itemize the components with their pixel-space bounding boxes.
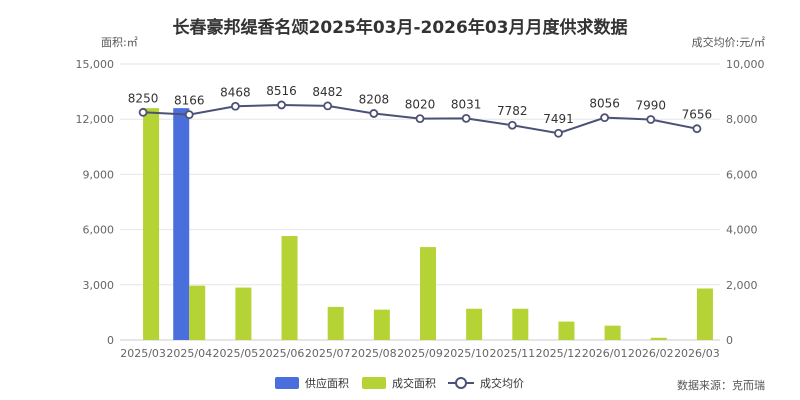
bars [143, 108, 713, 340]
price-point [692, 124, 702, 134]
left-tick-label: 3,000 [83, 279, 115, 292]
x-tick-label: 2026/03 [674, 347, 720, 360]
x-tick-label: 2025/09 [397, 347, 443, 360]
price-point [646, 115, 656, 124]
price-data-label: 7656 [682, 108, 713, 122]
chart-title: 长春豪邦缇香名颂2025年03月-2026年03月月度供求数据 [173, 17, 628, 38]
price-point [415, 114, 425, 124]
price-point [323, 101, 333, 111]
deal-bar [604, 325, 621, 340]
x-tick-label: 2025/05 [213, 347, 259, 360]
deal-bar [143, 108, 160, 340]
legend-swatch-deal [362, 377, 386, 389]
data-source: 数据来源：克而瑞 [677, 378, 765, 392]
price-data-label: 8468 [220, 85, 251, 99]
x-tick-label: 2026/02 [628, 347, 674, 360]
right-axis-ticks: 0 2,000 4,000 6,000 8,000 10,000 [726, 58, 765, 347]
price-point [184, 110, 194, 120]
deal-bar [420, 247, 436, 340]
x-tick-label: 2025/08 [351, 347, 397, 360]
right-tick-label: 8,000 [726, 113, 758, 126]
legend-label-deal: 成交面积 [392, 376, 436, 390]
price-point [507, 120, 517, 130]
price-data-label: 8516 [266, 84, 297, 98]
legend-label-supply: 供应面积 [305, 376, 349, 390]
price-data-label: 8482 [312, 85, 343, 99]
left-tick-label: 15,000 [76, 58, 115, 71]
legend-swatch-supply [275, 377, 299, 389]
x-axis-ticks: 2025/03 2025/04 2025/05 2025/06 2025/07 2025/… [120, 347, 720, 360]
price-data-label: 8250 [128, 91, 159, 105]
legend: 供应面积 成交面积 成交均价 [275, 376, 524, 390]
price-point [461, 113, 471, 123]
price-point [554, 128, 563, 138]
deal-bar [235, 287, 252, 340]
legend-label-price: 成交均价 [480, 376, 524, 390]
x-tick-label: 2025/10 [443, 347, 489, 360]
price-point [277, 100, 286, 110]
left-tick-label: 0 [107, 334, 114, 347]
right-tick-label: 0 [726, 334, 733, 347]
price-data-label: 8166 [174, 94, 205, 108]
deal-bar [696, 288, 713, 340]
deal-bar [327, 306, 344, 340]
left-tick-label: 6,000 [83, 224, 115, 237]
price-line: 8250 8166 8468 8516 8482 8208 8020 8031 7782 7491… [128, 84, 713, 138]
deal-bar [281, 236, 298, 340]
x-tick-label: 2025/12 [536, 347, 582, 360]
price-data-label: 7491 [543, 112, 574, 126]
right-axis-label: 成交均价:元/㎡ [692, 35, 765, 49]
price-data-label: 8020 [405, 98, 436, 112]
right-tick-label: 4,000 [726, 224, 758, 237]
x-tick-label: 2026/01 [582, 347, 628, 360]
left-axis-label: 面积:㎡ [101, 36, 138, 49]
deal-bar [466, 308, 483, 340]
price-point [369, 109, 379, 118]
deal-bar [558, 321, 575, 340]
deal-bar [650, 337, 667, 340]
price-point [230, 101, 240, 111]
price-data-label: 8208 [359, 92, 390, 106]
left-tick-label: 9,000 [83, 168, 115, 181]
right-tick-label: 2,000 [726, 279, 758, 292]
left-tick-label: 12,000 [76, 113, 115, 126]
price-data-label: 7990 [635, 98, 666, 112]
price-data-label: 8031 [451, 97, 482, 111]
price-point [138, 107, 148, 117]
x-tick-label: 2025/06 [259, 347, 305, 360]
x-tick-label: 2025/03 [120, 347, 166, 360]
x-tick-label: 2025/04 [166, 347, 212, 360]
price-data-label: 8056 [589, 97, 620, 111]
left-axis-ticks: 0 3,000 6,000 9,000 12,000 15,000 [76, 58, 115, 347]
deal-bar [373, 309, 390, 340]
deal-bar [512, 308, 529, 340]
right-tick-label: 10,000 [726, 58, 765, 71]
deal-bar [189, 285, 206, 340]
price-point [600, 113, 610, 123]
supply-bar [173, 108, 190, 340]
x-tick-label: 2025/07 [305, 347, 351, 360]
x-tick-label: 2025/11 [489, 347, 535, 360]
price-data-label: 7782 [497, 104, 528, 118]
legend-marker-price [455, 377, 467, 389]
right-tick-label: 6,000 [726, 168, 758, 181]
